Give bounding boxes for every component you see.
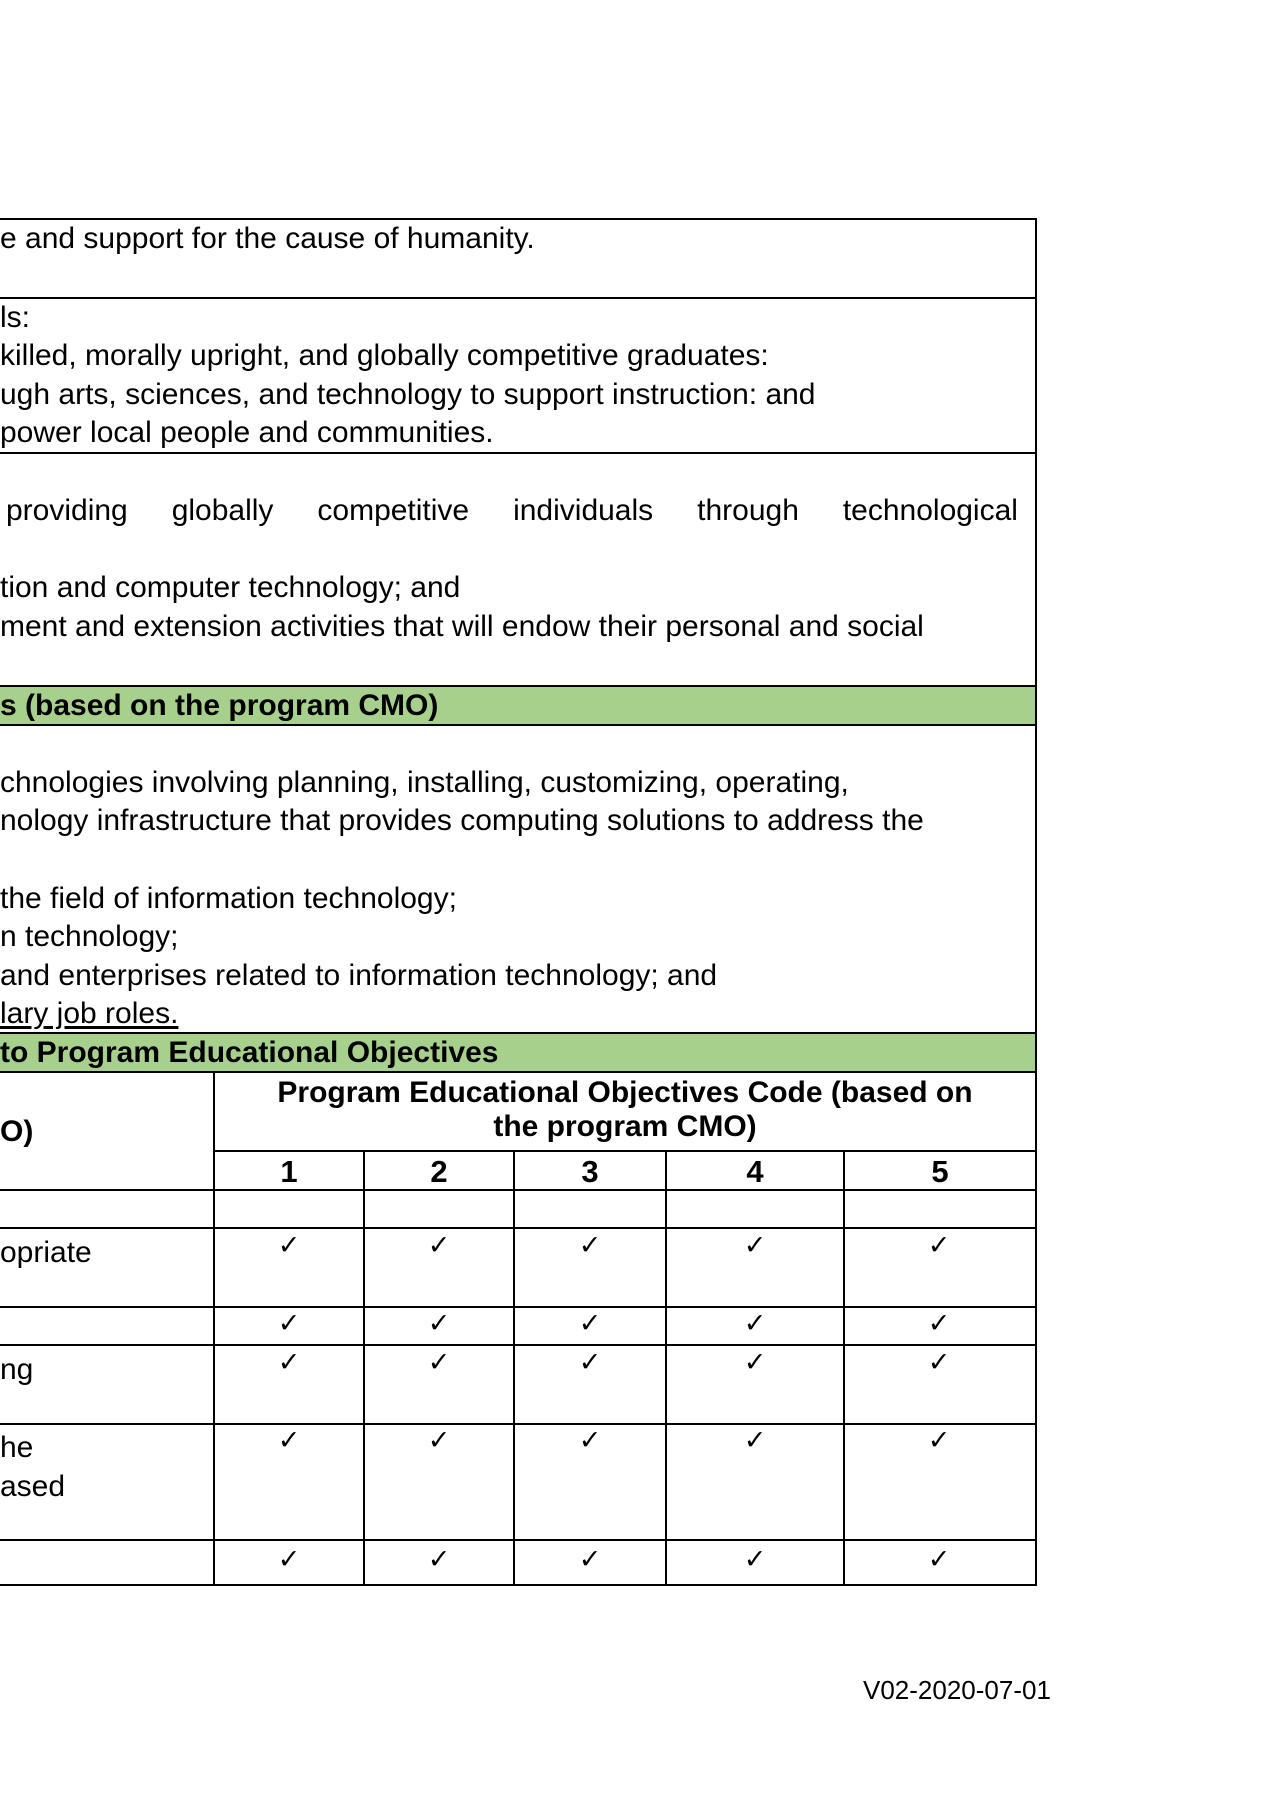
row-line	[0, 1539, 1037, 1541]
check-mark: ✓	[927, 1425, 951, 1456]
mapping-header: to Program Educational Objectives	[0, 1036, 499, 1069]
goals-line: ugh arts, sciences, and technology to su…	[0, 378, 816, 411]
objectives-word: competitive	[317, 494, 470, 527]
table-left-header: O)	[0, 1115, 34, 1148]
peo-line: lary job roles.	[0, 997, 179, 1030]
outcome-label: ased	[0, 1470, 66, 1503]
objectives-line: tion and computer technology; and	[0, 571, 461, 604]
objectives-word: through	[697, 494, 799, 527]
check-mark: ✓	[427, 1544, 451, 1575]
peo-line: nology infrastructure that provides comp…	[0, 804, 924, 837]
row-line	[0, 1227, 1037, 1229]
check-mark: ✓	[277, 1308, 301, 1339]
check-mark: ✓	[578, 1425, 602, 1456]
col-line	[843, 1150, 845, 1586]
check-mark: ✓	[277, 1544, 301, 1575]
check-mark: ✓	[743, 1308, 767, 1339]
check-mark: ✓	[927, 1230, 951, 1261]
mapping-header-band	[0, 1034, 1035, 1071]
col-line	[363, 1150, 365, 1586]
objectives-justified-line: providing globally competitive individua…	[6, 494, 1018, 528]
check-mark: ✓	[927, 1544, 951, 1575]
check-mark: ✓	[743, 1425, 767, 1456]
peo-line: n technology;	[0, 920, 179, 953]
section-rule	[0, 218, 1037, 220]
outcome-label: opriate	[0, 1236, 92, 1269]
check-mark: ✓	[743, 1230, 767, 1261]
check-mark: ✓	[427, 1230, 451, 1261]
peo-code: 4	[746, 1154, 764, 1189]
check-mark: ✓	[743, 1544, 767, 1575]
row-line	[0, 1423, 1037, 1425]
check-mark: ✓	[427, 1425, 451, 1456]
peo-code: 5	[931, 1154, 949, 1189]
goals-line: killed, morally upright, and globally co…	[0, 339, 769, 372]
check-mark: ✓	[743, 1347, 767, 1378]
section-rule	[0, 1071, 1037, 1073]
check-mark: ✓	[578, 1230, 602, 1261]
peo-code: 2	[430, 1154, 448, 1189]
table-right-border	[1035, 218, 1037, 1586]
col-line	[213, 1073, 215, 1586]
peo-code-header-line: Program Educational Objectives Code (bas…	[277, 1076, 973, 1109]
objectives-word: globally	[171, 494, 274, 527]
check-mark: ✓	[427, 1308, 451, 1339]
outcome-label: ng	[0, 1353, 34, 1386]
check-mark: ✓	[277, 1347, 301, 1378]
col-line	[513, 1150, 515, 1586]
objectives-word: providing	[6, 494, 128, 527]
check-mark: ✓	[578, 1544, 602, 1575]
peo-code-header: Program Educational Objectives Code (bas…	[215, 1076, 1035, 1144]
objectives-word: technological	[842, 494, 1018, 527]
section-rule	[0, 724, 1037, 726]
outcome-label: he	[0, 1431, 34, 1464]
section-rule	[0, 452, 1037, 454]
check-mark: ✓	[277, 1230, 301, 1261]
check-mark: ✓	[277, 1425, 301, 1456]
row-line	[0, 1306, 1037, 1308]
peo-header: s (based on the program CMO)	[0, 689, 439, 722]
row-line	[0, 1584, 1037, 1586]
peo-line: the field of information technology;	[0, 882, 457, 915]
goals-line: ls:	[0, 301, 30, 334]
objectives-line: ment and extension activities that will …	[0, 610, 924, 643]
row-line	[0, 1344, 1037, 1346]
row-line	[0, 1189, 1037, 1191]
peo-line: and enterprises related to information t…	[0, 959, 718, 992]
check-mark: ✓	[578, 1308, 602, 1339]
check-mark: ✓	[927, 1347, 951, 1378]
peo-header-band	[0, 687, 1035, 724]
peo-line: chnologies involving planning, installin…	[0, 766, 849, 799]
col-line	[665, 1150, 667, 1586]
objectives-word: individuals	[513, 494, 654, 527]
check-mark: ✓	[427, 1347, 451, 1378]
statement-line: e and support for the cause of humanity.	[0, 222, 535, 255]
check-mark: ✓	[927, 1308, 951, 1339]
goals-line: power local people and communities.	[0, 416, 494, 449]
version-code: V02-2020-07-01	[863, 1675, 1051, 1705]
check-mark: ✓	[578, 1347, 602, 1378]
section-rule	[0, 297, 1037, 299]
section-rule	[0, 685, 1037, 687]
section-rule	[0, 1032, 1037, 1034]
peo-code-header-line: the program CMO)	[493, 1110, 757, 1143]
peo-code: 1	[280, 1154, 298, 1189]
row-line	[213, 1150, 1037, 1152]
peo-code: 3	[581, 1154, 599, 1189]
